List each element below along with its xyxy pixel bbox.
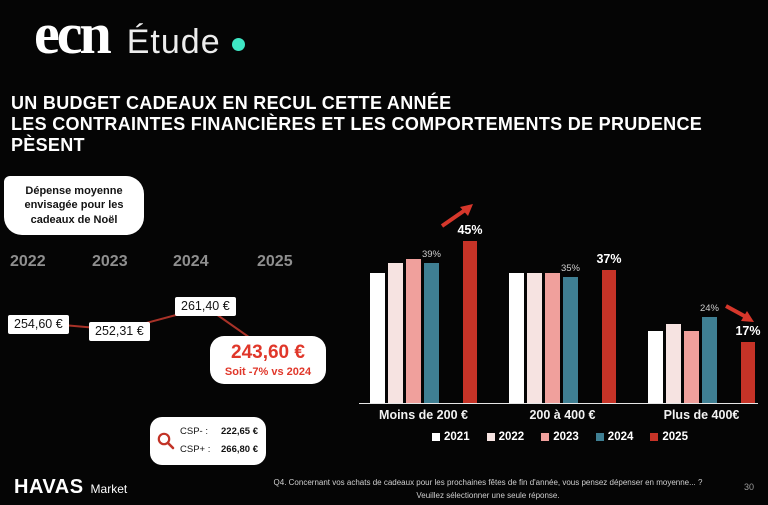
bar-2024-0: 39% <box>422 249 441 403</box>
bar-value-label: 35% <box>560 263 581 274</box>
legend-swatch-icon <box>595 433 604 441</box>
csp-minus-label: CSP- : <box>180 426 208 437</box>
bar-2022-2 <box>666 324 681 403</box>
legend-swatch-icon <box>541 433 550 441</box>
bar-value-label: 39% <box>421 249 442 260</box>
magnifier-icon <box>157 432 175 450</box>
callout-line-2: envisagée pour les <box>24 199 124 212</box>
bar-2024-1: 35% <box>561 263 580 403</box>
bar-group: 39% 45% <box>370 223 483 403</box>
bar-value-label: 24% <box>699 303 720 314</box>
havas-logo-main: HAVAS <box>14 476 84 498</box>
csp-minus-value: 222,65 € <box>221 426 258 437</box>
legend: 2021 2022 2023 2024 2025 <box>360 431 760 443</box>
csp-plus-label: CSP+ : <box>180 444 211 456</box>
category-label-200-400: 200 à 400 € <box>529 408 596 422</box>
legend-item-2021: 2021 <box>432 431 470 443</box>
callout-line-1: Dépense moyenne <box>25 185 123 197</box>
trend-value-2022: 254,60 € <box>8 315 69 334</box>
csp-rows: CSP- : 222,65 € CSP+ : 266,80 € <box>180 423 258 459</box>
trend-value-2024: 261,40 € <box>175 297 236 316</box>
bar-2021-2 <box>648 331 663 403</box>
bar-2022-0 <box>388 263 403 403</box>
bar-group: 24% 17% <box>648 303 761 403</box>
legend-swatch-icon <box>650 433 659 441</box>
teal-dot-icon <box>231 38 245 51</box>
bar-2021-0 <box>370 273 385 403</box>
trend-year-2022: 2022 <box>10 253 46 270</box>
trend-down-arrow-icon <box>725 304 754 322</box>
footnote-line-2: Veuillez sélectionner une seule réponse. <box>416 490 560 500</box>
csp-minus-row: CSP- : 222,65 € <box>180 423 258 441</box>
bar-2025-1: 37% <box>596 252 622 403</box>
trend-year-2025: 2025 <box>257 253 293 270</box>
csp-breakdown-box: CSP- : 222,65 € CSP+ : 266,80 € <box>150 417 266 466</box>
bar-chart-groups: 39% 45% 35% 37% 24% 17% <box>0 220 768 403</box>
etude-label: Étude <box>126 23 221 61</box>
ecn-logo: ecn <box>34 1 112 66</box>
legend-item-2024: 2024 <box>595 431 634 443</box>
trend-year-2023: 2023 <box>92 253 128 270</box>
havas-logo-sub: Market <box>90 482 128 496</box>
footnote-line-1: Q4. Concernant vos achats de cadeaux pou… <box>273 478 703 487</box>
bar-2025-2: 17% <box>735 324 761 403</box>
bar-value-label: 45% <box>457 223 483 237</box>
trend-value-2025-highlight: 243,60 € Soit -7% vs 2024 <box>210 336 326 384</box>
bar-2023-2 <box>684 331 699 403</box>
title-line-1: UN BUDGET CADEAUX EN RECUL CETTE ANNÉE <box>11 93 452 113</box>
page-number: 30 <box>743 482 754 492</box>
bar-value-label: 37% <box>596 252 622 266</box>
legend-item-2023: 2023 <box>541 431 579 443</box>
trend-year-2024: 2024 <box>173 253 209 270</box>
trend-line <box>39 305 264 348</box>
bar-2023-0 <box>406 259 421 403</box>
current-value-note: Soit -7% vs 2024 <box>224 365 312 378</box>
header-logo: ecn Étude <box>34 1 245 66</box>
legend-swatch-icon <box>486 433 495 441</box>
title-line-2: LES CONTRAINTES FINANCIÈRES ET LES COMPO… <box>11 113 703 155</box>
bar-2024-2: 24% <box>700 303 719 403</box>
category-label-moins-200: Moins de 200 € <box>379 408 468 422</box>
legend-label: 2021 <box>444 431 470 443</box>
havas-logo: HAVAS Market <box>14 476 127 499</box>
csp-plus-row: CSP+ : 266,80 € <box>180 441 258 459</box>
callout-line-3: cadeaux de Noël <box>30 213 118 226</box>
slide-title: UN BUDGET CADEAUX EN RECUL CETTE ANNÉE L… <box>11 93 768 156</box>
average-spend-callout: Dépense moyenne envisagée pour les cadea… <box>4 176 144 235</box>
bar-2023-1 <box>545 273 560 403</box>
legend-item-2022: 2022 <box>486 431 525 443</box>
question-footnote: Q4. Concernant vos achats de cadeaux pou… <box>212 477 764 503</box>
x-axis-line <box>359 403 758 404</box>
bar-value-label: 17% <box>735 324 761 338</box>
legend-swatch-icon <box>432 433 441 441</box>
bar-group: 35% 37% <box>509 252 622 403</box>
legend-label: 2025 <box>662 431 688 443</box>
legend-item-2025: 2025 <box>650 431 688 443</box>
bar-2025-0: 45% <box>457 223 483 403</box>
bar-2022-1 <box>527 273 542 403</box>
trend-up-arrow-icon <box>440 204 473 228</box>
current-value: 243,60 € <box>231 342 305 363</box>
bar-2021-1 <box>509 273 524 403</box>
legend-label: 2023 <box>553 431 579 443</box>
category-label-plus-400: Plus de 400€ <box>663 408 740 422</box>
csp-plus-value: 266,80 € <box>221 444 258 456</box>
legend-label: 2022 <box>498 431 525 443</box>
legend-label: 2024 <box>607 431 634 443</box>
trend-value-2023: 252,31 € <box>89 322 150 341</box>
